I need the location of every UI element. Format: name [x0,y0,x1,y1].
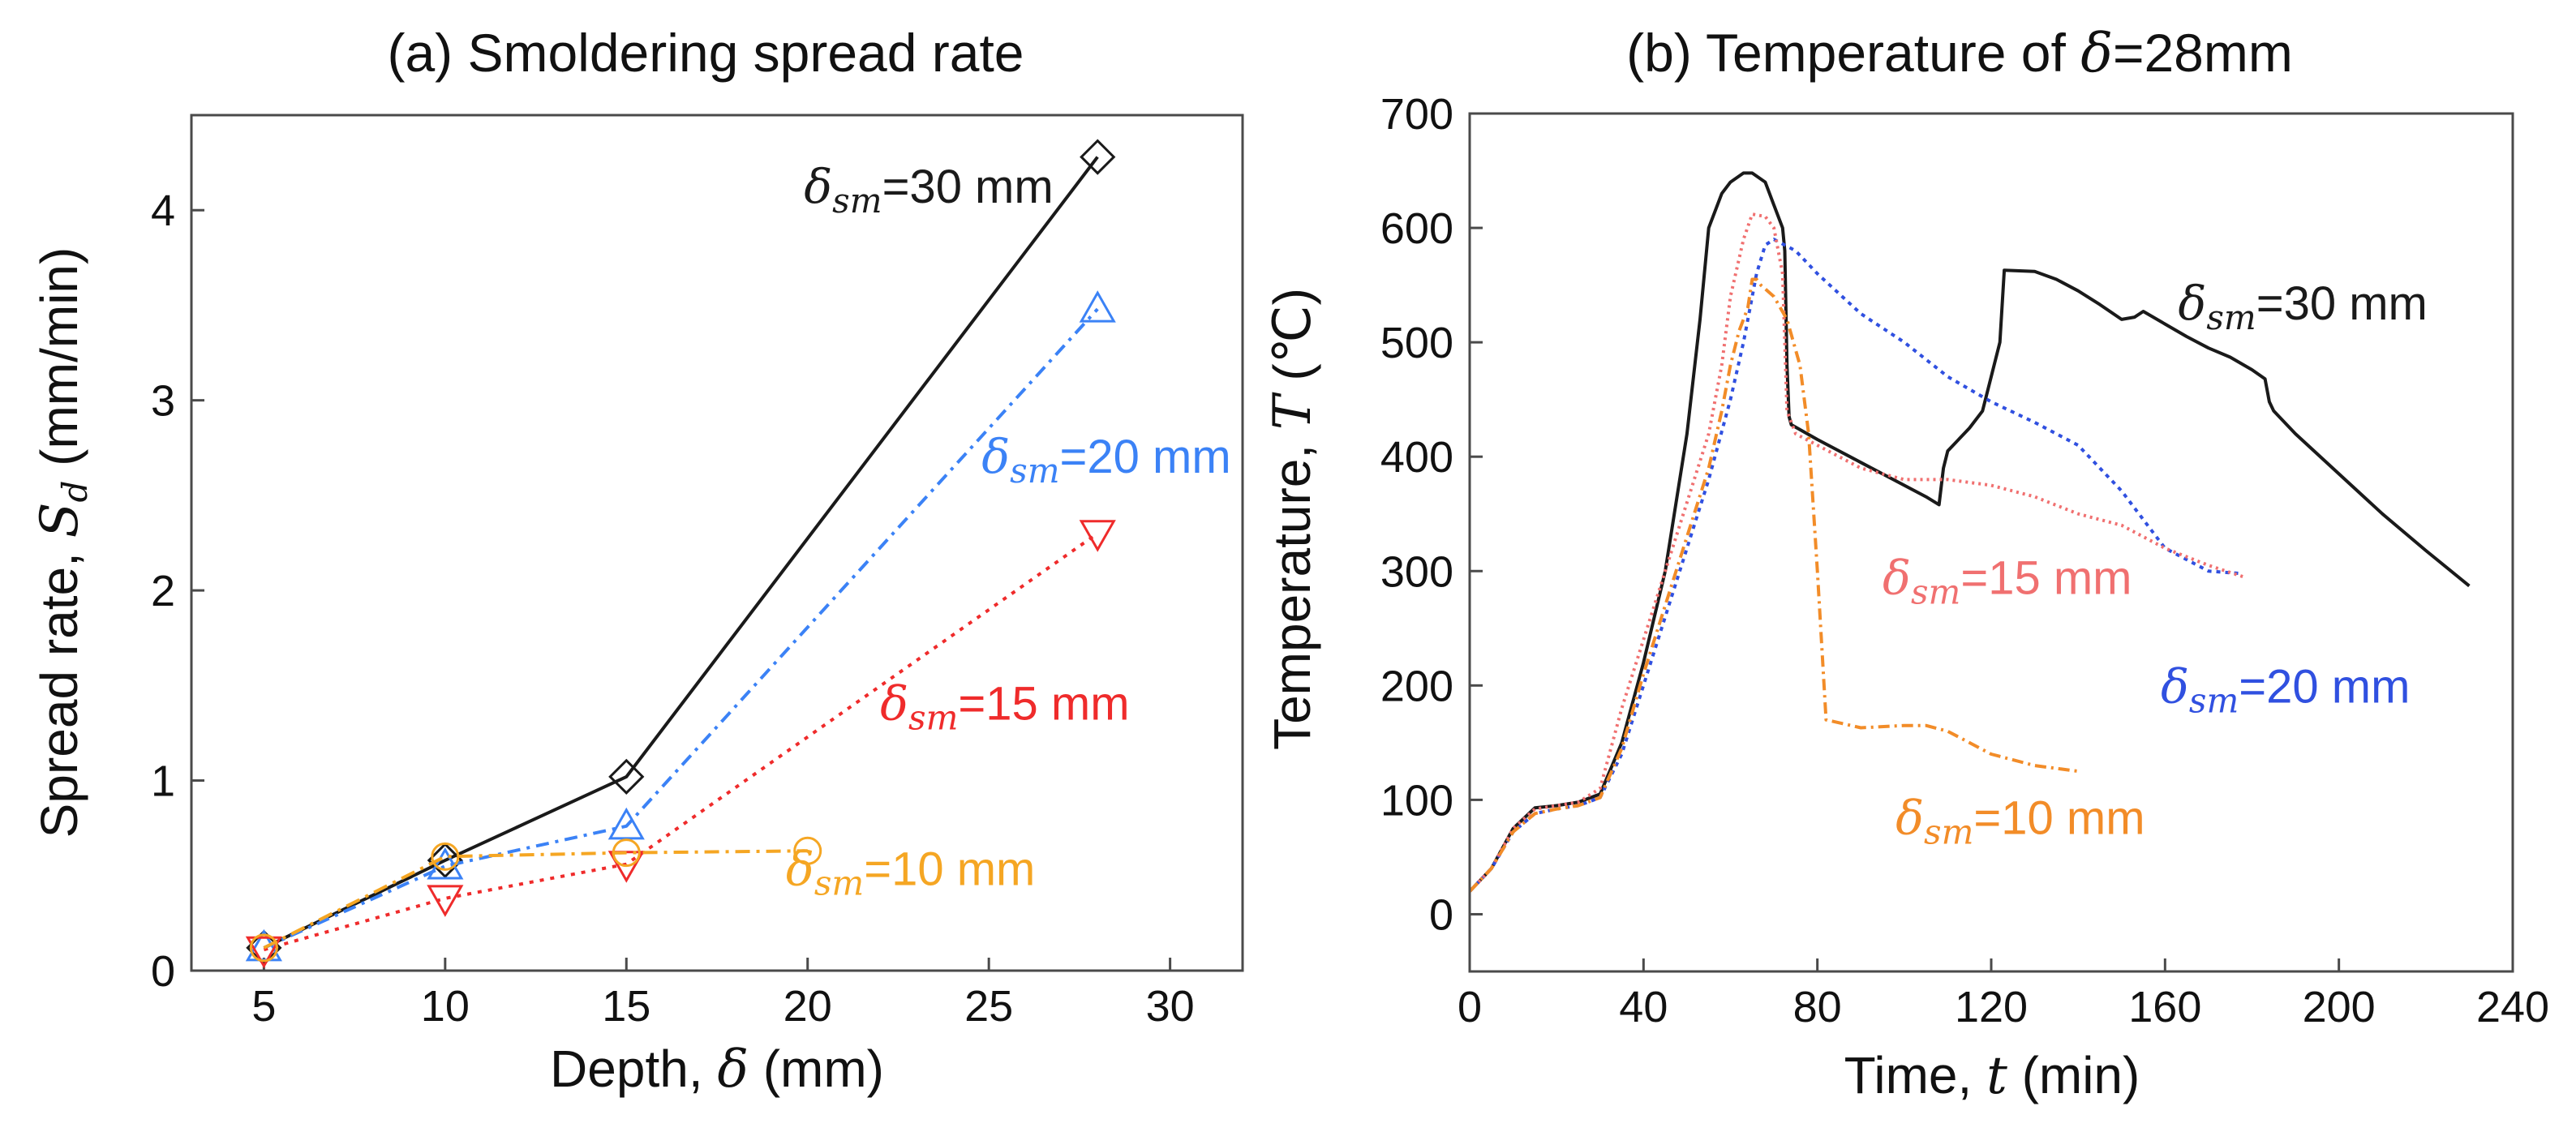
panel-b-series-label-1: δsm=20 mm [2161,658,2410,720]
panel-a-ytick-label: 2 [151,567,175,615]
panel-b-temperature: (b) Temperature of δ=28mm 0 40 80 120 160 200… [1263,22,2549,1106]
panel-a-ytick-label: 0 [151,947,175,996]
panel-a-xlabel: Depth, δ (mm) [550,1040,884,1100]
panel-a-series-marker-1 [608,807,645,840]
panel-a-series-marker-0 [1080,139,1116,175]
panel-a-xtick-label: 25 [964,982,1013,1031]
panel-a-series: δsm=30 mm δsm=20 mm δsm=15 mm δsm=10 mm [245,139,1231,969]
panel-b-xtick-label: 240 [2476,983,2549,1031]
panel-a-xtick-label: 10 [421,982,470,1031]
panel-b-ytick-label: 0 [1429,890,1453,939]
panel-a-series-label-3: δsm=10 mm [786,842,1035,903]
panel-a-series-marker-3 [793,836,822,865]
panel-b-series-label-2: δsm=15 mm [1883,550,2132,611]
panel-a-ytick-label: 3 [151,377,175,426]
panel-b-ytick-label: 600 [1380,204,1453,253]
panel-a-series-label-2: δsm=15 mm [880,676,1129,738]
panel-a-series-marker-0 [608,758,645,795]
panel-a-series-marker-3 [249,933,278,963]
panel-a-title: (a) Smoldering spread rate [387,23,1024,83]
panel-b-ytick-label: 500 [1380,319,1453,367]
panel-a-frame [190,114,1244,972]
panel-a-series-marker-3 [612,838,641,868]
panel-a-series-marker-2 [427,885,464,917]
panel-b-ytick-label: 300 [1380,547,1453,596]
panel-b-xtick-label: 160 [2128,983,2201,1031]
panel-a-series-label-0: δsm=30 mm [804,159,1053,221]
panel-a-spread-rate: (a) Smoldering spread rate 5 10 15 20 25 30 0 1… [30,23,1244,1100]
panel-a-series-marker-1 [1079,290,1116,323]
panel-a-series-label-1: δsm=20 mm [981,429,1230,491]
panel-b-xtick-label: 40 [1619,983,1668,1031]
panel-a-series-marker-1 [427,847,464,880]
panel-b-series-label-0: δsm=30 mm [2178,276,2427,337]
panel-a-series-marker-3 [431,842,460,871]
panel-b-series-line-0 [1468,171,2471,893]
panel-b-xtick-label: 120 [1955,983,2028,1031]
panel-a-series-line-1 [263,307,1099,950]
panel-b-xtick-label: 0 [1458,983,1482,1031]
panel-b-ticks: 0 40 80 120 160 200 240 0 100 200 300 400 500 600 700 [1380,90,2549,1031]
panel-b-ytick-label: 700 [1380,90,1453,139]
panel-a-xtick-label: 20 [784,982,832,1031]
panel-a-xtick-label: 5 [251,982,276,1031]
panel-b-title: (b) Temperature of δ=28mm [1626,22,2293,84]
panel-a-series-line-3 [263,849,808,950]
panel-b-xtick-label: 80 [1793,983,1842,1031]
panel-a-ytick-label: 4 [151,187,175,235]
panel-b-xtick-label: 200 [2303,983,2376,1031]
panel-b-ytick-label: 200 [1380,662,1453,710]
panel-a-series-marker-0 [427,842,463,879]
panel-b-ylabel: Temperature, T (℃) [1263,288,1323,750]
panel-a-ylabel: Spread rate, Sd (mm/min) [30,247,95,838]
panel-b-frame [1468,112,2514,973]
panel-b-xlabel: Time, t (min) [1844,1046,2140,1106]
panel-b-ytick-label: 100 [1380,776,1453,825]
panel-a-series-line-0 [263,156,1099,950]
panel-a-series-marker-2 [1079,520,1116,552]
panel-a-xtick-label: 30 [1146,982,1195,1031]
panel-a-ytick-label: 1 [151,757,175,806]
panel-b-series-label-3: δsm=10 mm [1896,791,2145,852]
panel-a-ticks: 5 10 15 20 25 30 0 1 2 3 4 [151,187,1195,1031]
panel-b-series-line-3 [1468,277,2079,893]
panel-a-xtick-label: 15 [602,982,650,1031]
panel-a-series-marker-2 [245,936,282,969]
panel-b-series: δsm=30 mm δsm=20 mm δsm=15 mm δsm=10 mm [1468,171,2471,893]
panel-b-ytick-label: 400 [1380,433,1453,482]
